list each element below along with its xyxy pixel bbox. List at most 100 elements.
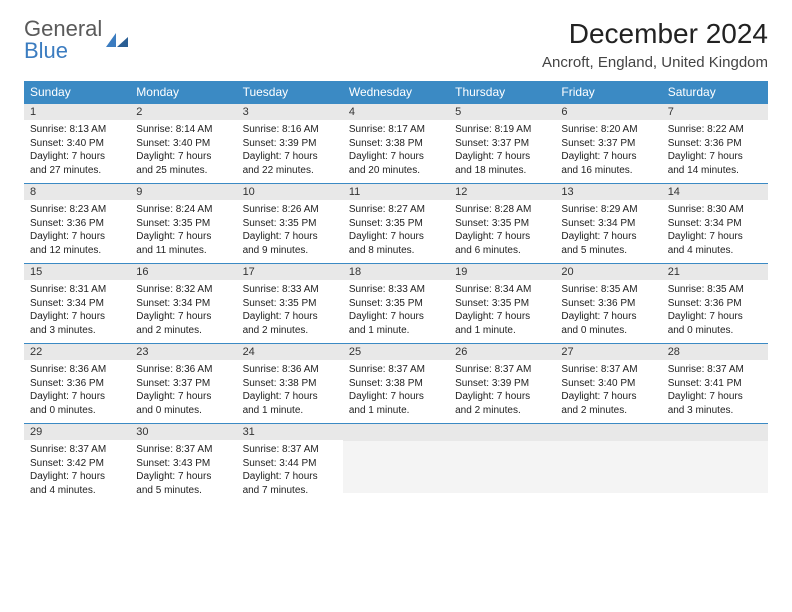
daylight-text: and 22 minutes.	[243, 164, 337, 178]
calendar-day-cell: 28Sunrise: 8:37 AMSunset: 3:41 PMDayligh…	[662, 344, 768, 424]
sunset-text: Sunset: 3:35 PM	[349, 217, 443, 231]
day-body: Sunrise: 8:16 AMSunset: 3:39 PMDaylight:…	[237, 120, 343, 183]
calendar-day-cell: 24Sunrise: 8:36 AMSunset: 3:38 PMDayligh…	[237, 344, 343, 424]
day-body: Sunrise: 8:37 AMSunset: 3:44 PMDaylight:…	[237, 440, 343, 503]
day-number: 13	[555, 184, 661, 200]
sunset-text: Sunset: 3:36 PM	[30, 217, 124, 231]
daylight-text: Daylight: 7 hours	[455, 230, 549, 244]
daylight-text: and 7 minutes.	[243, 484, 337, 498]
daylight-text: Daylight: 7 hours	[243, 470, 337, 484]
weekday-header: Sunday	[24, 81, 130, 104]
daylight-text: and 1 minute.	[243, 404, 337, 418]
day-number: 25	[343, 344, 449, 360]
daylight-text: Daylight: 7 hours	[668, 390, 762, 404]
weekday-header: Thursday	[449, 81, 555, 104]
sunrise-text: Sunrise: 8:36 AM	[30, 363, 124, 377]
calendar-day-cell	[449, 424, 555, 504]
day-body: Sunrise: 8:34 AMSunset: 3:35 PMDaylight:…	[449, 280, 555, 343]
daylight-text: Daylight: 7 hours	[30, 390, 124, 404]
sunset-text: Sunset: 3:34 PM	[561, 217, 655, 231]
daylight-text: Daylight: 7 hours	[561, 310, 655, 324]
day-body: Sunrise: 8:24 AMSunset: 3:35 PMDaylight:…	[130, 200, 236, 263]
calendar-day-cell: 29Sunrise: 8:37 AMSunset: 3:42 PMDayligh…	[24, 424, 130, 504]
calendar-day-cell: 21Sunrise: 8:35 AMSunset: 3:36 PMDayligh…	[662, 264, 768, 344]
day-number: 22	[24, 344, 130, 360]
calendar-day-cell: 3Sunrise: 8:16 AMSunset: 3:39 PMDaylight…	[237, 104, 343, 184]
daylight-text: Daylight: 7 hours	[349, 310, 443, 324]
day-number: 11	[343, 184, 449, 200]
day-number: 3	[237, 104, 343, 120]
sunset-text: Sunset: 3:39 PM	[455, 377, 549, 391]
day-body: Sunrise: 8:14 AMSunset: 3:40 PMDaylight:…	[130, 120, 236, 183]
day-number: 6	[555, 104, 661, 120]
day-number: 12	[449, 184, 555, 200]
day-number: 26	[449, 344, 555, 360]
sunset-text: Sunset: 3:40 PM	[136, 137, 230, 151]
sunset-text: Sunset: 3:43 PM	[136, 457, 230, 471]
calendar-day-cell: 8Sunrise: 8:23 AMSunset: 3:36 PMDaylight…	[24, 184, 130, 264]
sunrise-text: Sunrise: 8:37 AM	[455, 363, 549, 377]
calendar-day-cell: 6Sunrise: 8:20 AMSunset: 3:37 PMDaylight…	[555, 104, 661, 184]
day-number: 4	[343, 104, 449, 120]
daylight-text: and 4 minutes.	[668, 244, 762, 258]
sunrise-text: Sunrise: 8:26 AM	[243, 203, 337, 217]
day-body: Sunrise: 8:13 AMSunset: 3:40 PMDaylight:…	[24, 120, 130, 183]
sunrise-text: Sunrise: 8:33 AM	[349, 283, 443, 297]
daylight-text: Daylight: 7 hours	[668, 310, 762, 324]
header: General Blue December 2024 Ancroft, Engl…	[24, 18, 768, 71]
day-body: Sunrise: 8:26 AMSunset: 3:35 PMDaylight:…	[237, 200, 343, 263]
day-number: 5	[449, 104, 555, 120]
daylight-text: and 3 minutes.	[30, 324, 124, 338]
sunset-text: Sunset: 3:37 PM	[455, 137, 549, 151]
daylight-text: and 25 minutes.	[136, 164, 230, 178]
calendar-table: Sunday Monday Tuesday Wednesday Thursday…	[24, 81, 768, 503]
daylight-text: Daylight: 7 hours	[30, 150, 124, 164]
daylight-text: Daylight: 7 hours	[349, 230, 443, 244]
calendar-day-cell: 1Sunrise: 8:13 AMSunset: 3:40 PMDaylight…	[24, 104, 130, 184]
calendar-day-cell: 13Sunrise: 8:29 AMSunset: 3:34 PMDayligh…	[555, 184, 661, 264]
weekday-header: Saturday	[662, 81, 768, 104]
sunset-text: Sunset: 3:44 PM	[243, 457, 337, 471]
day-number: 27	[555, 344, 661, 360]
logo: General Blue	[24, 18, 128, 62]
calendar-day-cell: 30Sunrise: 8:37 AMSunset: 3:43 PMDayligh…	[130, 424, 236, 504]
sunset-text: Sunset: 3:38 PM	[349, 377, 443, 391]
daylight-text: and 2 minutes.	[136, 324, 230, 338]
day-number: 28	[662, 344, 768, 360]
daylight-text: Daylight: 7 hours	[561, 150, 655, 164]
calendar-day-cell: 12Sunrise: 8:28 AMSunset: 3:35 PMDayligh…	[449, 184, 555, 264]
day-number: 1	[24, 104, 130, 120]
sunrise-text: Sunrise: 8:37 AM	[561, 363, 655, 377]
day-number: 10	[237, 184, 343, 200]
daylight-text: and 18 minutes.	[455, 164, 549, 178]
title-block: December 2024 Ancroft, England, United K…	[542, 18, 768, 71]
day-body: Sunrise: 8:28 AMSunset: 3:35 PMDaylight:…	[449, 200, 555, 263]
daylight-text: Daylight: 7 hours	[349, 390, 443, 404]
day-body: Sunrise: 8:23 AMSunset: 3:36 PMDaylight:…	[24, 200, 130, 263]
calendar-day-cell: 23Sunrise: 8:36 AMSunset: 3:37 PMDayligh…	[130, 344, 236, 424]
calendar-day-cell: 22Sunrise: 8:36 AMSunset: 3:36 PMDayligh…	[24, 344, 130, 424]
calendar-day-cell: 17Sunrise: 8:33 AMSunset: 3:35 PMDayligh…	[237, 264, 343, 344]
logo-sail-icon	[106, 33, 128, 47]
daylight-text: Daylight: 7 hours	[136, 310, 230, 324]
day-number: 23	[130, 344, 236, 360]
page-title: December 2024	[542, 18, 768, 50]
day-number: 29	[24, 424, 130, 440]
sunrise-text: Sunrise: 8:29 AM	[561, 203, 655, 217]
sunset-text: Sunset: 3:41 PM	[668, 377, 762, 391]
sunrise-text: Sunrise: 8:27 AM	[349, 203, 443, 217]
sunrise-text: Sunrise: 8:28 AM	[455, 203, 549, 217]
daylight-text: and 14 minutes.	[668, 164, 762, 178]
day-body: Sunrise: 8:37 AMSunset: 3:42 PMDaylight:…	[24, 440, 130, 503]
sunrise-text: Sunrise: 8:37 AM	[243, 443, 337, 457]
calendar-day-cell: 18Sunrise: 8:33 AMSunset: 3:35 PMDayligh…	[343, 264, 449, 344]
sunrise-text: Sunrise: 8:33 AM	[243, 283, 337, 297]
day-body: Sunrise: 8:37 AMSunset: 3:41 PMDaylight:…	[662, 360, 768, 423]
calendar-day-cell: 14Sunrise: 8:30 AMSunset: 3:34 PMDayligh…	[662, 184, 768, 264]
daylight-text: Daylight: 7 hours	[243, 310, 337, 324]
day-number: 20	[555, 264, 661, 280]
daylight-text: and 5 minutes.	[136, 484, 230, 498]
calendar-day-cell	[662, 424, 768, 504]
sunrise-text: Sunrise: 8:36 AM	[243, 363, 337, 377]
day-body: Sunrise: 8:36 AMSunset: 3:37 PMDaylight:…	[130, 360, 236, 423]
